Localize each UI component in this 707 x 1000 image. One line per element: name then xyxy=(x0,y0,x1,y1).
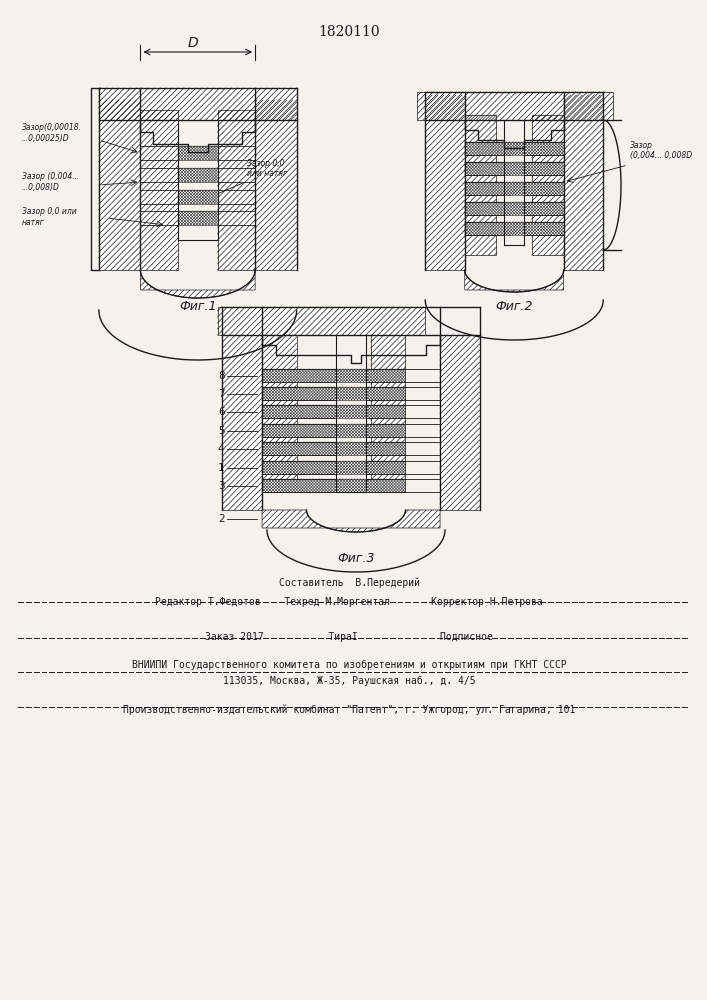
Bar xyxy=(178,211,218,225)
Text: Заказ 2017           ТираӀ              Подписное: Заказ 2017 ТираӀ Подписное xyxy=(205,632,493,642)
Bar xyxy=(464,162,563,175)
Text: Фиг.3: Фиг.3 xyxy=(337,552,375,565)
Polygon shape xyxy=(262,510,440,532)
Polygon shape xyxy=(464,270,563,292)
Bar xyxy=(262,461,405,474)
Text: D: D xyxy=(187,36,198,50)
Text: Зазор (0,004...
...0,008)D: Зазор (0,004... ...0,008)D xyxy=(22,172,79,192)
Bar xyxy=(223,335,262,510)
Bar xyxy=(99,100,141,270)
Bar xyxy=(262,405,405,418)
Text: 1: 1 xyxy=(218,463,224,473)
Text: Составитель  В.Передерий: Составитель В.Передерий xyxy=(279,578,419,588)
Bar xyxy=(464,182,563,195)
Text: 4: 4 xyxy=(218,444,224,454)
Bar xyxy=(440,335,479,510)
Bar xyxy=(262,369,405,382)
Bar xyxy=(532,115,563,255)
Text: Зазор
(0,004... 0,008D: Зазор (0,004... 0,008D xyxy=(630,141,692,160)
Bar xyxy=(178,146,218,160)
Text: Фиг.2: Фиг.2 xyxy=(496,300,533,313)
Text: Производственно-издательский комбинат "Патент", г. Ужгород, ул. Гагарина, 101: Производственно-издательский комбинат "П… xyxy=(123,704,575,715)
Bar xyxy=(417,92,613,120)
Text: Зазор(0,00018.
...0,00025)D: Зазор(0,00018. ...0,00025)D xyxy=(22,123,82,143)
Bar xyxy=(262,442,405,455)
Bar xyxy=(262,335,297,492)
Bar xyxy=(464,115,496,255)
Bar xyxy=(464,142,563,155)
Bar xyxy=(563,95,603,270)
Text: Редактор Т.Федотов    Техред М.Моргентал       Корректор Н.Петрова: Редактор Т.Федотов Техред М.Моргентал Ко… xyxy=(156,597,543,607)
Bar xyxy=(262,387,405,400)
Text: 6: 6 xyxy=(218,407,224,417)
Text: 1820110: 1820110 xyxy=(318,25,380,39)
Text: 113035, Москва, Ж-35, Раушская наб., д. 4/5: 113035, Москва, Ж-35, Раушская наб., д. … xyxy=(223,676,475,686)
Bar xyxy=(99,88,297,120)
Bar xyxy=(178,190,218,204)
Bar xyxy=(425,95,464,270)
Text: Зазор 0,0
или натяг: Зазор 0,0 или натяг xyxy=(247,159,287,178)
Text: Фиг.1: Фиг.1 xyxy=(179,300,216,313)
Text: 7: 7 xyxy=(218,389,224,399)
Bar xyxy=(262,479,405,492)
Polygon shape xyxy=(141,270,255,298)
Bar xyxy=(371,335,405,492)
Bar xyxy=(262,424,405,437)
Bar xyxy=(255,100,297,270)
Text: ВНИИПИ Государственного комитета по изобретениям и открытиям при ГКНТ СССР: ВНИИПИ Государственного комитета по изоб… xyxy=(132,660,566,670)
Bar xyxy=(464,222,563,235)
Bar xyxy=(218,110,255,270)
Text: 3: 3 xyxy=(218,481,224,491)
Bar xyxy=(178,168,218,182)
Bar xyxy=(464,202,563,215)
Text: Зазор 0,0 или
натяг: Зазор 0,0 или натяг xyxy=(22,207,76,227)
Text: 2: 2 xyxy=(218,514,224,524)
Text: 5: 5 xyxy=(218,426,224,436)
Bar xyxy=(218,307,425,335)
Text: 8: 8 xyxy=(218,371,224,381)
Bar xyxy=(141,110,178,270)
